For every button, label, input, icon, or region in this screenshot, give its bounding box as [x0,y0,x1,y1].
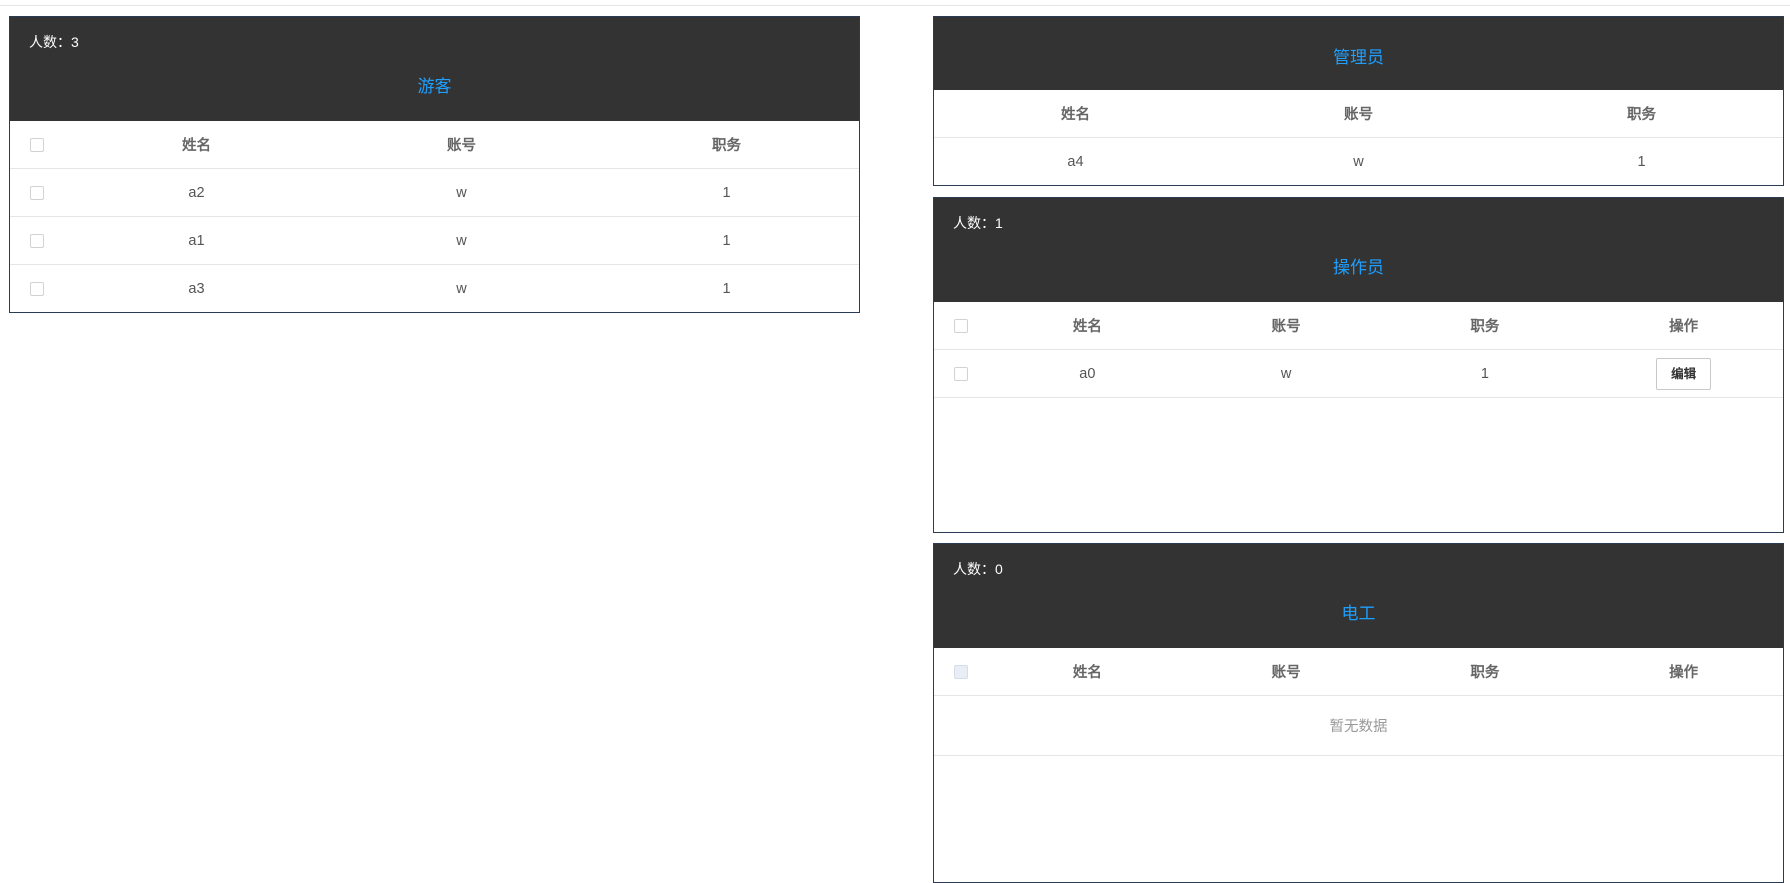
member-count: 人数：3 [29,32,79,52]
row-checkbox [954,664,968,679]
table-row: a4 w 1 [934,137,1783,185]
row-checkbox[interactable] [30,137,44,152]
guest-table: 姓名 账号 职务 a2 w 1 a1 w 1 a3 w 1 [10,121,859,312]
table-header-row: 姓名 账号 职务 操作 [934,648,1783,696]
checkbox-cell [10,264,64,312]
table-row: a2 w 1 [10,168,859,217]
table-cell: 1 [1500,137,1783,185]
panel-title: 电工 [1341,604,1376,623]
row-checkbox[interactable] [954,366,968,381]
checkbox-cell [10,216,64,265]
column-header: 账号 [1217,90,1500,138]
table-cell: w [329,216,594,265]
count-value: 1 [995,215,1003,231]
table-row: a3 w 1 [10,264,859,312]
panel-title: 操作员 [1333,258,1384,277]
row-checkbox[interactable] [30,233,44,248]
table-header-row: 姓名 账号 职务 [934,90,1783,138]
empty-row: 暂无数据 [934,695,1783,756]
column-header: 职务 [594,121,859,169]
table-cell: w [329,264,594,312]
checkbox-cell [934,648,988,696]
column-header: 职务 [1500,90,1783,138]
checkbox-cell [934,349,988,398]
empty-text: 暂无数据 [934,695,1783,756]
row-checkbox[interactable] [30,281,44,296]
column-header: 账号 [1186,302,1386,350]
table-cell: a4 [934,137,1217,185]
column-header: 姓名 [988,302,1187,350]
operator-panel: 人数：1 操作员 姓名 账号 职务 操作 a0 w 1 编辑 [933,197,1784,533]
panel-header: 人数：1 操作员 [934,198,1783,302]
panel-header: 人数：0 电工 [934,544,1783,648]
table-cell: w [1217,137,1500,185]
table-row: a0 w 1 编辑 [934,349,1783,398]
column-header: 职务 [1385,648,1585,696]
row-checkbox[interactable] [30,185,44,200]
column-header: 姓名 [64,121,329,169]
table-cell: 1 [1385,349,1585,398]
count-label: 人数： [953,215,995,231]
edit-button[interactable]: 编辑 [1656,357,1712,390]
column-header: 姓名 [934,90,1217,138]
panel-header: 管理员 [934,17,1783,90]
count-label: 人数： [953,561,995,577]
member-count: 人数：0 [953,559,1003,579]
checkbox-cell [10,121,64,169]
count-value: 3 [71,34,79,50]
count-value: 0 [995,561,1003,577]
column-header: 账号 [1186,648,1386,696]
table-cell: 1 [594,168,859,217]
table-row: a1 w 1 [10,216,859,265]
top-divider [0,5,1790,6]
table-cell: a1 [64,216,329,265]
action-cell: 编辑 [1584,349,1783,398]
checkbox-cell [10,168,64,217]
table-cell: w [329,168,594,217]
table-cell: 1 [594,216,859,265]
panel-title: 游客 [417,77,452,96]
table-cell: a2 [64,168,329,217]
electrician-panel: 人数：0 电工 姓名 账号 职务 操作 暂无数据 [933,543,1784,883]
table-cell: w [1186,349,1386,398]
column-header-action: 操作 [1584,648,1783,696]
column-header: 职务 [1385,302,1585,350]
electrician-table: 姓名 账号 职务 操作 暂无数据 [934,648,1783,756]
member-count: 人数：1 [953,213,1003,233]
count-label: 人数： [29,34,71,50]
table-header-row: 姓名 账号 职务 操作 [934,302,1783,350]
checkbox-cell [934,302,988,350]
admin-panel: 管理员 姓名 账号 职务 a4 w 1 [933,16,1784,186]
column-header-action: 操作 [1584,302,1783,350]
table-cell: a3 [64,264,329,312]
table-header-row: 姓名 账号 职务 [10,121,859,169]
row-checkbox[interactable] [954,318,968,333]
column-header: 账号 [329,121,594,169]
table-cell: a0 [988,349,1187,398]
column-header: 姓名 [988,648,1187,696]
operator-table: 姓名 账号 职务 操作 a0 w 1 编辑 [934,302,1783,398]
guest-panel: 人数：3 游客 姓名 账号 职务 a2 w 1 a1 w 1 a3 w 1 [9,16,860,313]
panel-title: 管理员 [1333,48,1384,67]
table-cell: 1 [594,264,859,312]
panel-header: 人数：3 游客 [10,17,859,121]
admin-table: 姓名 账号 职务 a4 w 1 [934,90,1783,185]
